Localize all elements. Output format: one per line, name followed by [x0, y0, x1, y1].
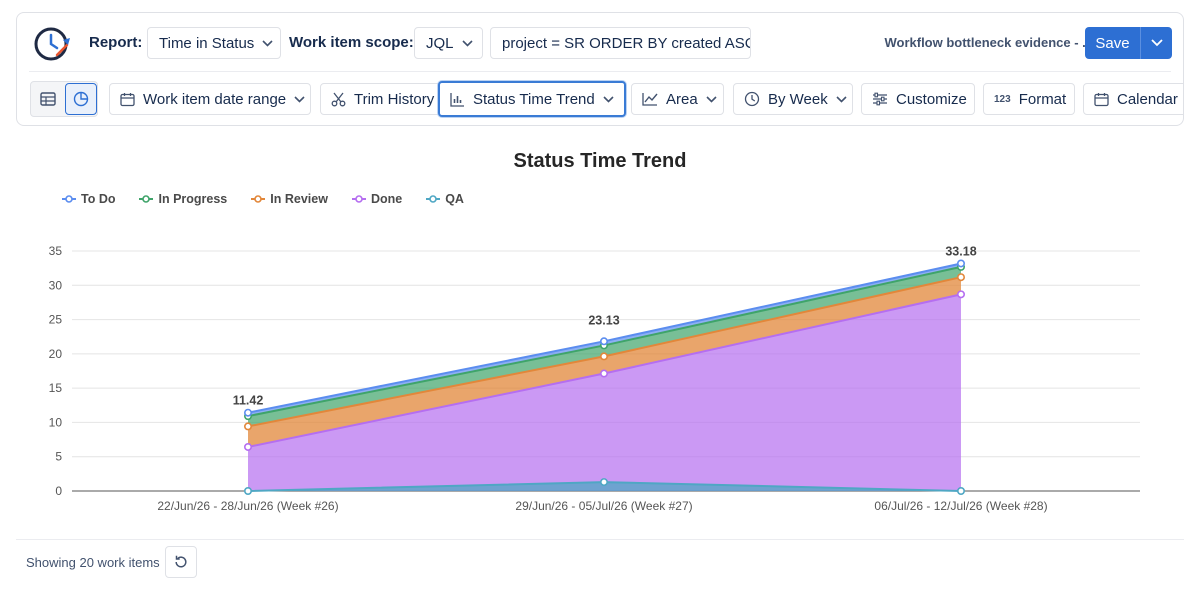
footer-divider [16, 539, 1184, 540]
legend-item[interactable]: In Review [251, 192, 328, 206]
grouping-label: By Week [768, 90, 828, 108]
legend-item[interactable]: QA [426, 192, 464, 206]
calendar-icon [1094, 92, 1109, 106]
work-item-date-range-button[interactable]: Work item date range [109, 83, 311, 115]
data-point [599, 352, 608, 361]
number-format-icon: 123 [994, 93, 1011, 105]
save-button-label: Save [1095, 34, 1130, 52]
data-point [599, 369, 608, 378]
data-point [956, 259, 965, 268]
format-button[interactable]: 123 Format [983, 83, 1075, 115]
data-point [244, 422, 253, 431]
scope-type-select[interactable]: JQL [414, 27, 483, 59]
clock-icon [744, 91, 760, 107]
area-in-review [248, 277, 961, 447]
data-point [244, 408, 253, 417]
trim-history-label: Trim History [354, 90, 435, 108]
chevron-down-icon [706, 95, 717, 103]
report-header-row: Report: Time in Status Work item scope: … [17, 13, 1183, 71]
data-point [244, 442, 253, 451]
area-qa [248, 482, 961, 491]
refresh-button[interactable] [165, 546, 197, 578]
format-label: Format [1018, 90, 1067, 108]
data-point [956, 273, 965, 282]
y-tick-label: 25 [49, 313, 63, 327]
time-in-status-logo-icon [34, 27, 70, 61]
total-data-label: 23.13 [588, 313, 619, 327]
legend-item[interactable]: Done [351, 192, 403, 206]
grouping-select[interactable]: By Week [733, 83, 853, 115]
work-item-count: Showing 20 work items [26, 555, 160, 570]
legend-item[interactable]: To Do [62, 192, 115, 206]
y-tick-label: 30 [49, 278, 63, 292]
table-view-icon[interactable] [33, 84, 63, 114]
legend-label: QA [445, 192, 464, 206]
data-point [599, 478, 608, 487]
calendar-label: Calendar [1117, 90, 1178, 108]
chart-view-select[interactable]: Status Time Trend [438, 81, 626, 117]
data-point [956, 290, 965, 299]
customize-button[interactable]: Customize [861, 83, 975, 115]
view-mode-toggle [30, 81, 98, 117]
save-button[interactable]: Save [1085, 27, 1172, 59]
total-data-label: 11.42 [233, 394, 264, 408]
sliders-icon [873, 92, 887, 106]
data-point [244, 486, 253, 495]
customize-label: Customize [896, 90, 967, 108]
status-time-trend-chart: 0 5 10 15 20 25 30 35 22/Jun/26 - 28/Jun/26 (Wee… [49, 244, 1140, 513]
header-divider [29, 71, 1171, 72]
chart-title: Status Time Trend [513, 150, 687, 172]
x-tick-label: 29/Jun/26 - 05/Jul/26 (Week #27) [515, 499, 692, 513]
legend-label: To Do [81, 192, 116, 206]
chart-view-label: Status Time Trend [473, 90, 595, 108]
bar-chart-icon [450, 92, 464, 107]
legend-label: In Review [270, 192, 328, 206]
chevron-down-icon [461, 39, 473, 47]
scope-label: Work item scope: [289, 34, 414, 51]
report-type-value: Time in Status [159, 34, 255, 52]
total-data-label: 33.18 [945, 244, 976, 258]
report-name[interactable]: Workflow bottleneck evidence - ... [884, 35, 1093, 50]
y-tick-label: 35 [49, 244, 63, 258]
legend-item[interactable]: In Progress [139, 192, 227, 206]
y-tick-label: 0 [55, 484, 62, 498]
report-label: Report: [89, 34, 143, 51]
calendar-icon [120, 92, 135, 106]
chevron-down-icon [603, 95, 614, 103]
chart-style-label: Area [666, 90, 698, 108]
data-point [956, 486, 965, 495]
chevron-down-icon [836, 95, 847, 103]
y-tick-label: 20 [49, 347, 63, 361]
refresh-icon [175, 555, 187, 568]
chart-style-select[interactable]: Area [631, 83, 724, 115]
x-tick-label: 06/Jul/26 - 12/Jul/26 (Week #28) [874, 499, 1047, 513]
data-point [599, 337, 608, 346]
y-tick-label: 10 [49, 415, 63, 429]
scissors-icon [331, 92, 346, 106]
chart-legend: To Do In Progress In Review Done QA [62, 192, 488, 206]
y-tick-label: 15 [49, 381, 63, 395]
area-done [248, 294, 961, 491]
jql-query-text: project = SR ORDER BY created ASC [502, 34, 751, 52]
chevron-down-icon [262, 39, 273, 47]
area-chart-icon [642, 93, 658, 106]
legend-label: Done [370, 192, 403, 206]
legend-label: In Progress [158, 192, 228, 206]
y-tick-label: 5 [55, 450, 62, 464]
jql-query-input[interactable]: project = SR ORDER BY created ASC [490, 27, 751, 59]
report-toolbar-panel: Report: Time in Status Work item scope: … [16, 12, 1184, 126]
save-options-chevron-icon[interactable] [1141, 39, 1172, 47]
scope-type-value: JQL [426, 34, 454, 52]
calendar-select[interactable]: Calendar [1083, 83, 1183, 115]
x-tick-label: 22/Jun/26 - 28/Jun/26 (Week #26) [157, 499, 338, 513]
report-type-select[interactable]: Time in Status [147, 27, 281, 59]
chart-view-icon[interactable] [65, 83, 97, 115]
chevron-down-icon [294, 95, 305, 103]
date-range-label: Work item date range [143, 90, 287, 108]
